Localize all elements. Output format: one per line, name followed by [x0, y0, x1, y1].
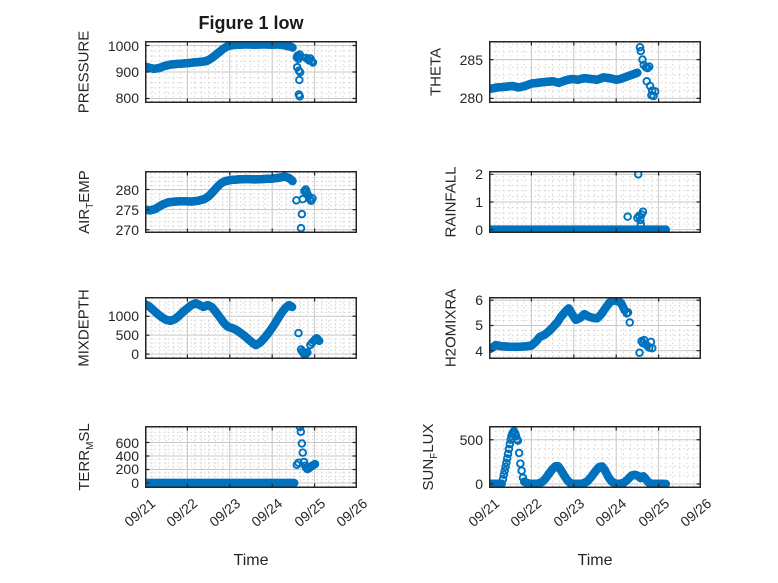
axes-box	[145, 41, 357, 103]
data-markers	[145, 172, 317, 233]
plot-area-rainfall	[489, 171, 701, 233]
y-tick-label: 280	[459, 90, 483, 107]
y-axis-label-text: H2OMIXRA	[442, 288, 460, 368]
tick-marks	[145, 172, 357, 232]
y-tick-label: 0	[475, 476, 483, 492]
minor-grid	[145, 297, 357, 359]
y-tick-label: 200	[115, 461, 139, 478]
y-axis-label-text: SL	[75, 423, 93, 442]
y-tick-label: 800	[115, 90, 139, 107]
axes-box	[145, 297, 357, 359]
y-axis-label-air_temp: AIRTEMP	[76, 170, 96, 234]
y-axis-label-text: TERR	[75, 449, 93, 491]
y-axis-label-subscript: F	[428, 452, 440, 459]
y-tick-label: 275	[115, 201, 139, 218]
plot-area-mixdepth	[145, 297, 357, 359]
minor-grid	[489, 297, 701, 359]
tick-marks	[489, 427, 701, 487]
data-markers	[489, 42, 660, 101]
figure-title: Figure 1 low	[198, 13, 304, 33]
y-axis-label-text: EMP	[75, 170, 93, 203]
y-tick-label: 280	[115, 181, 139, 198]
axes-box	[145, 426, 357, 488]
y-axis-label-pressure: PRESSURE	[75, 31, 92, 114]
major-grid	[145, 297, 357, 359]
minor-grid	[489, 426, 701, 488]
data-markers	[489, 427, 671, 488]
minor-grid	[489, 41, 701, 103]
major-grid	[145, 41, 357, 103]
y-axis-label-rainfall: RAINFALL	[443, 167, 460, 238]
y-axis-label-text: PRESSURE	[75, 30, 93, 114]
y-tick-label: 4	[475, 342, 483, 359]
major-grid	[489, 41, 701, 103]
y-axis-label-text: LUX	[419, 423, 437, 453]
minor-grid	[145, 171, 357, 233]
y-tick-label: 1	[475, 194, 483, 210]
y-tick-label: 5	[475, 317, 483, 334]
major-grid	[489, 171, 701, 233]
y-axis-label-terr_msl: TERRMSL	[76, 423, 96, 491]
y-axis-label-sun_flux: SUNFLUX	[420, 424, 440, 491]
axes-box	[489, 41, 701, 103]
axes-box	[489, 426, 701, 488]
y-axis-label-mixdepth: MIXDEPTH	[75, 289, 92, 367]
data-markers	[145, 426, 320, 488]
data-markers	[145, 41, 318, 101]
y-axis-label-h2omixra: H2OMIXRA	[443, 289, 460, 367]
y-tick-label: 600	[115, 434, 139, 451]
x-axis-label-left: Time	[233, 552, 269, 569]
tick-marks	[489, 298, 701, 358]
plot-area-h2omixra	[489, 297, 701, 359]
y-tick-label: 500	[459, 431, 483, 448]
tick-marks	[489, 42, 701, 102]
tick-marks	[489, 172, 701, 232]
axes-box	[145, 171, 357, 233]
major-grid	[489, 297, 701, 359]
axes-box	[489, 171, 701, 233]
x-axis-label-right: Time	[577, 552, 613, 569]
data-markers	[145, 298, 324, 359]
tick-marks	[145, 298, 357, 358]
minor-grid	[489, 171, 701, 233]
y-axis-label-text: THETA	[427, 47, 445, 97]
y-axis-label-subscript: T	[84, 202, 96, 209]
axes-box	[489, 297, 701, 359]
minor-grid	[145, 426, 357, 488]
y-axis-label-text: SUN	[419, 458, 437, 491]
y-tick-label: 1000	[107, 308, 139, 325]
y-tick-label: 0	[131, 474, 139, 491]
plot-area-pressure	[145, 41, 357, 103]
y-tick-label: 6	[475, 292, 483, 309]
data-markers	[489, 297, 657, 357]
y-tick-label: 900	[115, 64, 139, 80]
y-tick-label: 285	[459, 51, 483, 68]
y-tick-label: 2	[475, 166, 483, 183]
y-tick-label: 500	[115, 327, 139, 344]
y-axis-label-text: RAINFALL	[442, 166, 460, 238]
y-axis-label-text: MIXDEPTH	[75, 289, 93, 367]
y-tick-label: 0	[475, 221, 483, 238]
plot-area-theta	[489, 41, 701, 103]
y-axis-label-text: AIR	[75, 208, 93, 234]
tick-marks	[145, 427, 357, 487]
plot-area-air_temp	[145, 171, 357, 233]
tick-marks	[145, 42, 357, 102]
plot-area-terr_msl	[145, 426, 357, 488]
plot-area-sun_flux	[489, 426, 701, 488]
y-axis-label-theta: THETA	[427, 48, 444, 96]
y-tick-label: 0	[131, 346, 139, 363]
y-tick-label: 270	[115, 221, 139, 238]
y-axis-label-subscript: M	[84, 441, 96, 450]
y-tick-label: 1000	[107, 37, 139, 54]
major-grid	[489, 426, 701, 488]
y-tick-label: 400	[115, 447, 139, 464]
